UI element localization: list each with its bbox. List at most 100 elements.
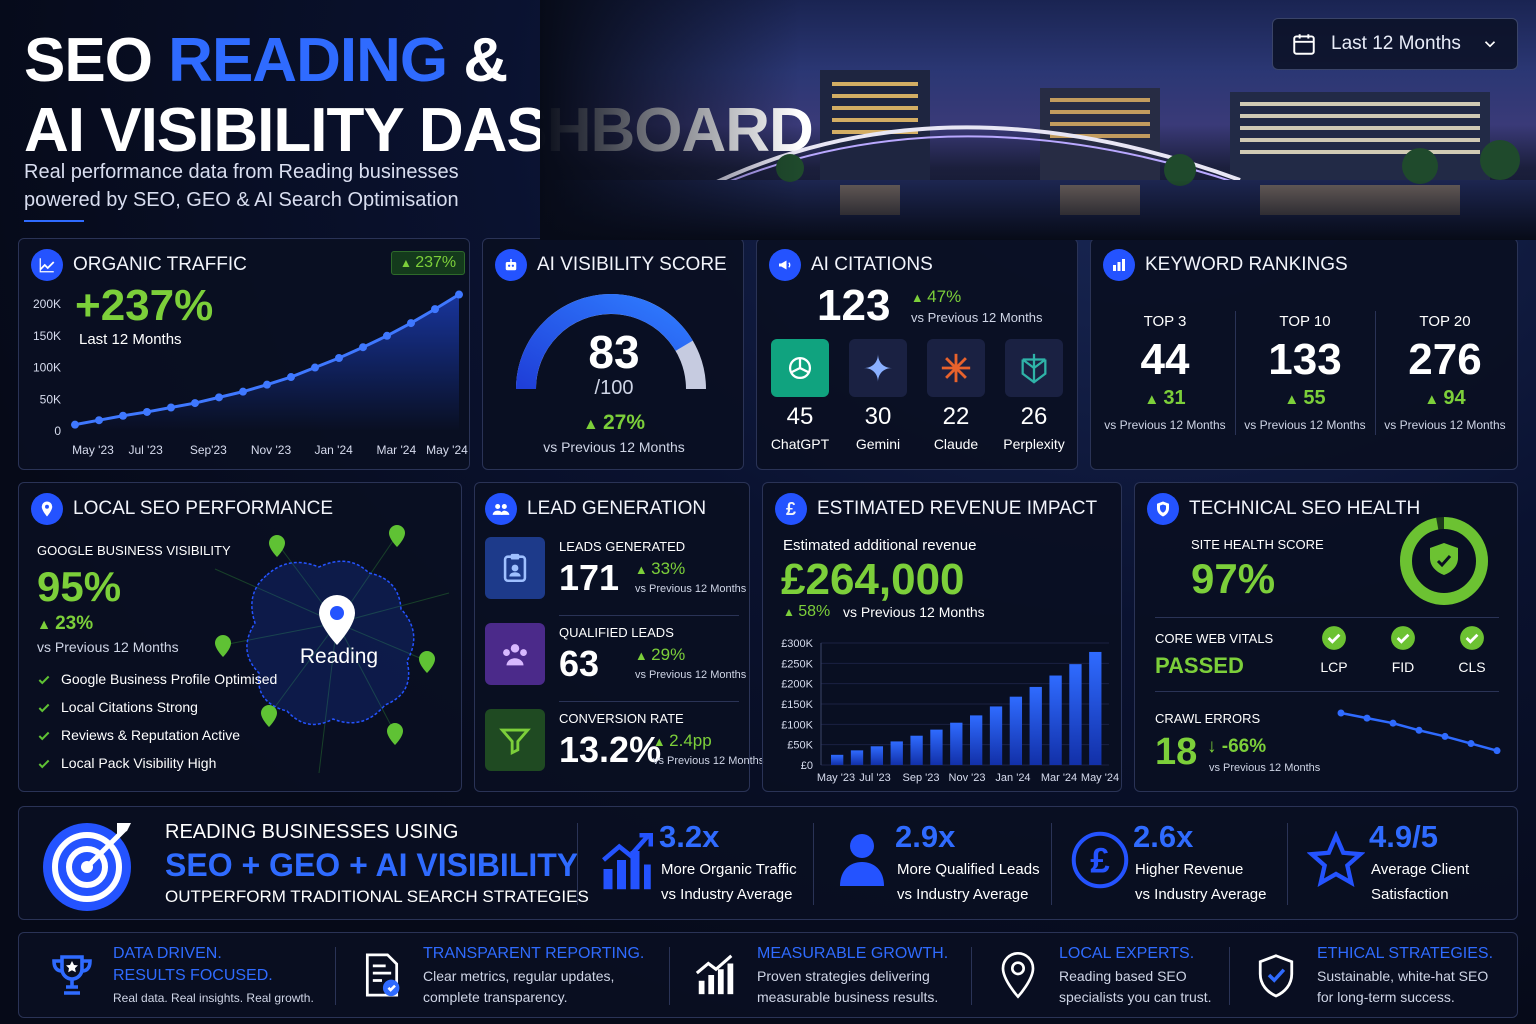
revenue-bar	[1069, 664, 1082, 765]
x-tick-label: Nov '23	[949, 772, 986, 784]
keyword-tier-note: vs Previous 12 Months	[1104, 418, 1226, 432]
citation-source-name: Perplexity	[1003, 436, 1065, 452]
citation-source-name: Claude	[933, 436, 979, 452]
ai-citations-delta-label: vs Previous 12 Months	[911, 310, 1043, 325]
vital-label: CLS	[1458, 659, 1486, 675]
gauge-fill	[516, 294, 693, 390]
crawl-point	[1467, 740, 1475, 748]
local-seo-title: LOCAL SEO PERFORMANCE	[31, 493, 333, 525]
date-range-select[interactable]: Last 12 Months	[1272, 18, 1518, 70]
organic-point	[167, 403, 175, 412]
organic-traffic-period: Last 12 Months	[79, 331, 182, 348]
keyword-tier-label: TOP 3	[1143, 313, 1187, 330]
stat-value: 4.9/5	[1369, 819, 1438, 854]
stat-line-2: vs Industry Average	[897, 886, 1029, 903]
map-pin-icon	[31, 493, 63, 525]
revenue-value: £264,000	[781, 555, 965, 604]
gbv-note: vs Previous 12 Months	[37, 639, 179, 655]
footer-description-2: complete transparency.	[423, 989, 568, 1005]
revenue-label: Estimated additional revenue	[783, 537, 977, 554]
y-tick-label: £200K	[781, 679, 813, 691]
star-icon	[1305, 825, 1367, 895]
checkmark-icon	[37, 673, 51, 692]
revenue-delta: 58%	[783, 603, 830, 621]
x-tick-label: Mar '24	[1041, 772, 1077, 784]
lead-metric-label: QUALIFIED LEADS	[559, 625, 674, 640]
revenue-title: £ ESTIMATED REVENUE IMPACT	[775, 493, 1097, 525]
stat-value: 3.2x	[659, 819, 720, 854]
organic-point	[311, 363, 319, 372]
footer-description-1: Clear metrics, regular updates,	[423, 968, 615, 984]
map-city-label: Reading	[299, 645, 379, 668]
revenue-bar	[1029, 686, 1042, 765]
ai-visibility-delta-label: vs Previous 12 Months	[543, 439, 685, 455]
chevron-down-icon	[1484, 41, 1496, 48]
local-seo-card: LOCAL SEO PERFORMANCE Reading GOOGLE BUS…	[18, 482, 462, 792]
revenue-bar	[890, 741, 903, 765]
organic-traffic-title: ORGANIC TRAFFIC	[31, 249, 247, 281]
crawl-point	[1493, 747, 1501, 755]
footer-values: DATA DRIVEN. RESULTS FOCUSED. Real data. R…	[18, 932, 1518, 1018]
y-tick-label: 100K	[33, 361, 61, 375]
vital-label: LCP	[1320, 659, 1348, 675]
stat-line-1: More Qualified Leads	[897, 861, 1040, 878]
checkmark-icon	[37, 701, 51, 720]
robot-icon	[495, 249, 527, 281]
vital-check-icon	[1459, 625, 1485, 656]
y-tick-label: £50K	[787, 740, 813, 752]
footer-heading: LOCAL EXPERTS.	[1059, 945, 1195, 962]
gbv-delta: 23%	[37, 613, 93, 635]
site-health-value: 97%	[1191, 555, 1276, 602]
organic-point	[335, 354, 343, 362]
divider	[1235, 311, 1236, 435]
footer-description-1: Sustainable, white-hat SEO	[1317, 968, 1489, 984]
stat-line-2: vs Industry Average	[661, 886, 793, 903]
revenue-bar	[870, 746, 884, 765]
stat-line-1: Higher Revenue	[1135, 861, 1244, 878]
crawl-errors-chart	[1337, 709, 1501, 755]
ai-visibility-value: 83	[588, 326, 640, 378]
health-ring-fill	[1400, 517, 1488, 605]
x-tick-label: Jan '24	[315, 443, 354, 457]
lead-metric-delta: 29%	[635, 645, 685, 665]
x-tick-label: May '23	[72, 443, 114, 457]
organic-point	[287, 373, 295, 382]
organic-point	[431, 305, 439, 314]
stat-value: 2.9x	[895, 819, 956, 854]
organic-point	[71, 420, 79, 429]
gbv-label: GOOGLE BUSINESS VISIBILITY	[37, 543, 231, 558]
checkmark-icon	[37, 757, 51, 776]
x-tick-label: Sep'23	[190, 443, 227, 457]
report-icon	[357, 947, 407, 1003]
footer-description-2: for long-term success.	[1317, 989, 1455, 1005]
organic-point	[383, 331, 391, 340]
date-range-value: Last 12 Months	[1331, 33, 1461, 54]
keyword-rankings-card: KEYWORD RANKINGS TOP 3 44 31 vs Previous 12…	[1090, 238, 1518, 470]
cwv-value: PASSED	[1155, 653, 1244, 678]
outperform-banner: READING BUSINESSES USING SEO + GEO + AI …	[18, 806, 1518, 920]
subtitle-line-1: Real performance data from Reading busin…	[24, 161, 459, 183]
citation-count: 30	[864, 403, 892, 430]
x-tick-label: Jul '23	[859, 772, 890, 784]
page-subtitle: Real performance data from Reading busin…	[24, 158, 544, 214]
divider	[559, 615, 739, 616]
crawl-point	[1415, 726, 1423, 734]
keyword-tier-value: 44	[1140, 335, 1190, 384]
y-tick-label: 150K	[33, 329, 61, 343]
users-icon	[485, 493, 517, 525]
x-tick-label: Jul '23	[129, 443, 164, 457]
y-tick-label: 200K	[33, 297, 61, 311]
footer-heading-2: RESULTS FOCUSED.	[113, 967, 273, 984]
clipboard-user-icon	[485, 537, 545, 599]
divider	[971, 947, 972, 1005]
site-health-label: SITE HEALTH SCORE	[1191, 537, 1324, 552]
location-pin-icon	[993, 947, 1043, 1003]
footer-heading: MEASURABLE GROWTH.	[757, 945, 949, 962]
revenue-bar	[930, 729, 943, 765]
ai-visibility-delta: 27%	[483, 411, 745, 435]
lead-metric-value: 171	[559, 557, 620, 598]
ai-citations-title: AI CITATIONS	[769, 249, 933, 281]
footer-description-1: Reading based SEO	[1059, 968, 1187, 984]
keyword-tier-delta: 94	[1375, 387, 1515, 410]
lead-metric-value: 13.2%	[559, 729, 662, 770]
